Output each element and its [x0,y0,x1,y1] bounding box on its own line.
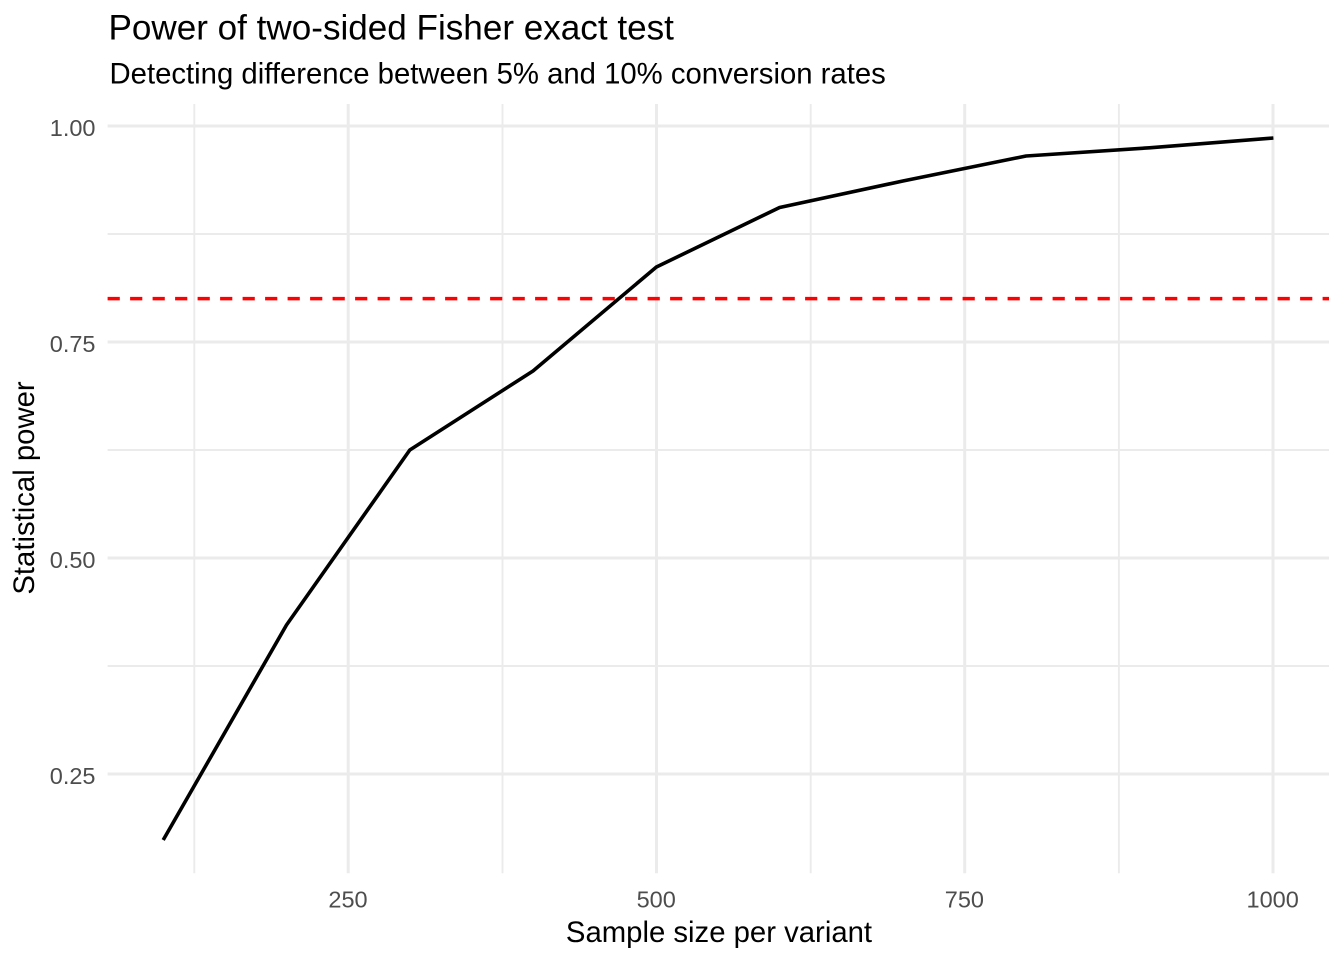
svg-text:250: 250 [328,887,367,913]
svg-text:1.00: 1.00 [50,115,96,141]
svg-text:0.75: 0.75 [50,331,96,357]
svg-text:Statistical power: Statistical power [8,381,41,595]
svg-text:Detecting difference between 5: Detecting difference between 5% and 10% … [110,58,886,91]
svg-text:Power of two-sided Fisher exac: Power of two-sided Fisher exact test [109,9,675,48]
svg-text:0.50: 0.50 [50,547,96,573]
svg-text:1000: 1000 [1247,887,1299,913]
svg-text:500: 500 [637,887,676,913]
svg-text:750: 750 [945,887,984,913]
svg-text:0.25: 0.25 [50,763,96,789]
svg-text:Sample size per variant: Sample size per variant [566,916,872,949]
